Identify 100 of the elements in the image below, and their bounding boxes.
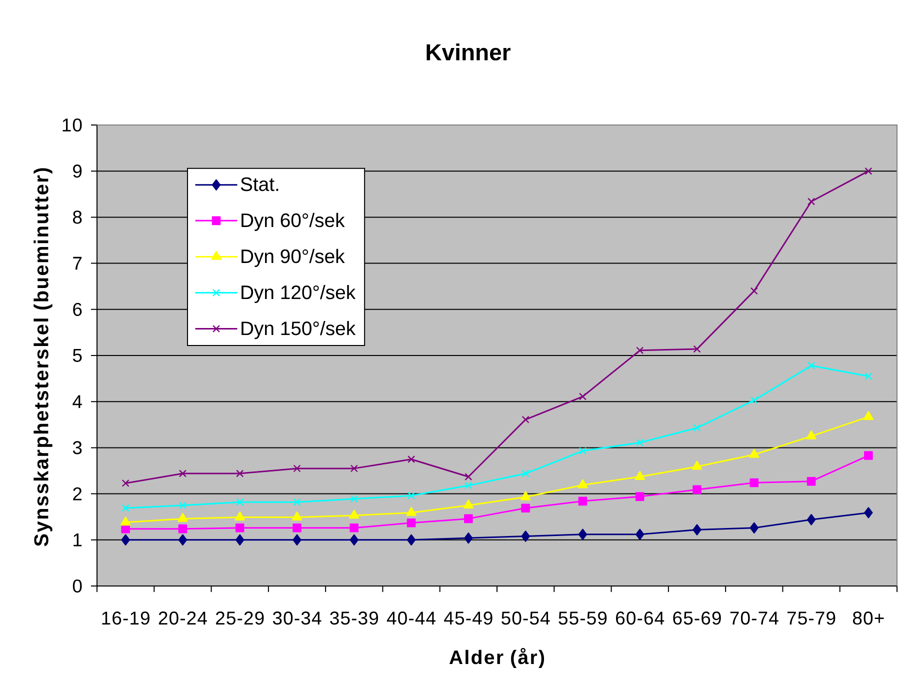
point — [236, 498, 244, 506]
point — [293, 498, 301, 506]
x-tick-label: 65-69 — [673, 612, 721, 625]
x-tick-label: 55-59 — [558, 612, 607, 625]
point — [464, 514, 473, 524]
point — [234, 512, 245, 521]
x-tick-label: 40-44 — [386, 612, 436, 625]
point — [692, 460, 702, 470]
point — [292, 512, 302, 521]
y-tick-label: 0 — [72, 579, 82, 593]
point — [292, 524, 302, 532]
point — [178, 512, 188, 522]
point — [350, 524, 359, 532]
point — [292, 534, 302, 546]
x-tick-label: 35-39 — [330, 612, 378, 625]
point — [636, 528, 644, 540]
point — [520, 491, 531, 500]
x-tick-label: 25-29 — [216, 612, 264, 625]
x-tick-label: 20-24 — [158, 612, 207, 625]
x-tick-label: 30-34 — [272, 612, 322, 625]
point — [120, 516, 131, 526]
legend-label: Dyn 120°/sek — [242, 284, 356, 304]
point — [350, 464, 358, 472]
point — [178, 470, 186, 478]
point — [693, 345, 701, 353]
point — [692, 524, 702, 536]
y-tick-label: 6 — [73, 302, 82, 316]
y-tick-label: 5 — [72, 349, 82, 362]
point — [464, 482, 472, 490]
point — [178, 534, 188, 546]
point — [406, 518, 416, 528]
point — [121, 534, 130, 546]
point — [406, 534, 416, 546]
x-tick-label: 16-19 — [102, 612, 150, 625]
x-tick-label: 50-54 — [502, 612, 550, 625]
x-tick-label: 80+ — [852, 612, 884, 625]
point — [693, 424, 701, 432]
point — [408, 492, 416, 500]
legend-label: Dyn 60°/sek — [242, 212, 345, 231]
point — [406, 506, 416, 516]
point — [808, 198, 816, 206]
legend-label: Stat. — [240, 177, 278, 192]
point — [806, 514, 816, 526]
point — [464, 472, 472, 481]
point — [634, 470, 645, 480]
point — [521, 504, 530, 512]
y-axis-title: Synsskarphetsterskel (bueminutter) — [34, 168, 52, 546]
x-tick-label: 70-74 — [730, 612, 778, 625]
point — [864, 167, 872, 175]
point — [750, 287, 758, 295]
point — [578, 496, 588, 506]
point — [178, 524, 188, 534]
legend-label: Dyn 150°/sek — [242, 320, 356, 340]
y-tick-label: 1 — [74, 534, 82, 546]
point — [864, 451, 873, 460]
point — [408, 455, 416, 464]
point — [578, 392, 586, 400]
point — [350, 534, 358, 546]
point — [464, 532, 473, 544]
point — [636, 438, 644, 446]
point — [349, 510, 360, 519]
y-tick-label: 10 — [62, 118, 82, 132]
point — [178, 502, 186, 510]
point — [350, 495, 358, 503]
point — [122, 479, 130, 487]
legend-label: Dyn 90°/sek — [242, 248, 345, 268]
y-tick-label: 4 — [72, 395, 82, 408]
point — [635, 492, 644, 501]
point — [521, 530, 530, 542]
point — [522, 416, 530, 424]
point — [293, 464, 301, 472]
point — [236, 470, 244, 478]
point — [636, 346, 644, 354]
y-tick-label: 3 — [72, 441, 82, 454]
point — [808, 362, 816, 370]
point — [122, 504, 130, 512]
chart-title: Kvinner — [426, 44, 510, 60]
x-tick-label: 45-49 — [444, 612, 492, 625]
point — [750, 396, 758, 404]
x-tick-label: 75-79 — [787, 612, 836, 625]
point — [750, 522, 758, 534]
point — [463, 500, 474, 509]
point — [806, 476, 816, 486]
point — [864, 372, 872, 380]
point — [236, 534, 244, 546]
point — [692, 485, 702, 494]
x-axis-title: Alder (år) — [449, 648, 544, 668]
y-tick-label: 7 — [73, 256, 82, 270]
point — [522, 470, 530, 478]
y-tick-label: 8 — [72, 210, 82, 224]
y-tick-label: 9 — [73, 164, 82, 178]
point — [806, 430, 816, 440]
point — [578, 528, 588, 540]
point — [578, 447, 586, 455]
point — [863, 411, 874, 420]
point — [864, 507, 873, 518]
x-tick-label: 60-64 — [616, 612, 664, 625]
point — [750, 478, 759, 488]
y-tick-label: 2 — [73, 487, 82, 500]
point — [235, 524, 244, 532]
